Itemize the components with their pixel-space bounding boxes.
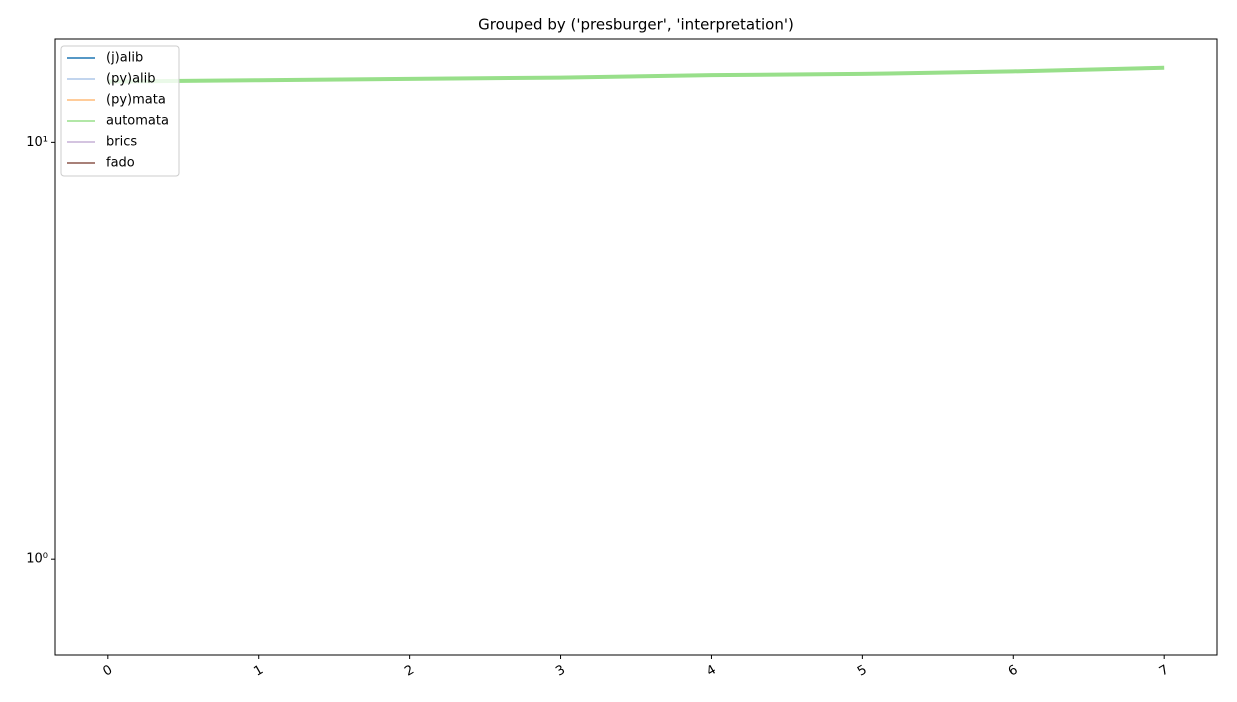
legend-label: automata xyxy=(106,114,169,129)
legend-label: fado xyxy=(106,156,135,171)
y-tick-label: 10¹ xyxy=(26,135,48,150)
legend-label: (py)alib xyxy=(106,72,156,87)
y-tick-label: 10⁰ xyxy=(26,552,48,567)
legend-label: brics xyxy=(106,135,137,150)
legend-label: (j)alib xyxy=(106,51,143,66)
legend-label: (py)mata xyxy=(106,93,166,108)
chart-title: Grouped by ('presburger', 'interpretatio… xyxy=(478,16,794,34)
plot-frame xyxy=(54,38,1218,656)
series-line xyxy=(107,65,1165,84)
